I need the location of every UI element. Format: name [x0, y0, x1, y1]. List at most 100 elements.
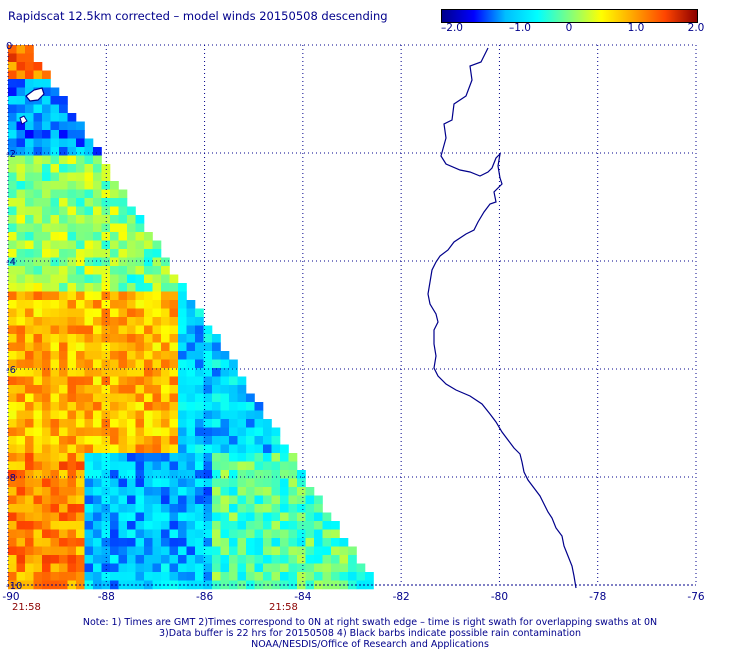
swath-cell — [169, 453, 179, 462]
swath-cell — [67, 155, 77, 165]
swath-cell — [16, 53, 26, 63]
swath-cell — [59, 138, 68, 148]
swath-cell — [135, 283, 145, 292]
swath-cell — [331, 563, 340, 573]
swath-cell — [8, 223, 17, 233]
swath-cell — [254, 436, 264, 445]
swath-cell — [118, 257, 128, 267]
swath-cell — [110, 546, 119, 556]
swath-cell — [59, 223, 68, 233]
swath-cell — [314, 555, 323, 564]
swath-cell — [118, 274, 128, 284]
swath-cell — [314, 529, 323, 539]
swath-cell — [16, 334, 26, 343]
swath-cell — [16, 189, 26, 199]
swath-cell — [25, 453, 34, 462]
swath-cell — [25, 376, 34, 386]
swath-cell — [42, 487, 51, 496]
swath-cell — [50, 351, 60, 360]
swath-cell — [186, 555, 196, 564]
swath-cell — [101, 164, 111, 173]
swath-cell — [67, 521, 77, 530]
swath-cell — [144, 436, 153, 445]
swath-cell — [50, 232, 60, 241]
swath-cell — [305, 572, 315, 581]
swath-cell — [25, 334, 34, 343]
swath-cell — [8, 453, 17, 462]
swath-cell — [110, 359, 119, 369]
swath-cell — [127, 308, 136, 318]
swath-cell — [16, 436, 26, 445]
swath-cell — [186, 334, 196, 343]
swath-cell — [331, 555, 340, 564]
swath-cell — [144, 351, 153, 360]
swath-cell — [67, 240, 77, 250]
swath-cell — [16, 410, 26, 420]
swath-cell — [50, 104, 60, 114]
swath-cell — [93, 249, 102, 258]
swath-cell — [101, 563, 111, 573]
swath-cell — [110, 232, 119, 241]
swath-cell — [271, 495, 281, 505]
swath-cell — [67, 181, 77, 190]
swath-cell — [288, 495, 298, 505]
swath-cell — [178, 300, 187, 309]
swath-cell — [331, 521, 340, 530]
swath-cell — [84, 232, 94, 241]
swath-cell — [59, 189, 68, 199]
swath-cell — [203, 546, 213, 556]
colorbar-label-pos1: 1.0 — [627, 22, 645, 34]
swath-cell — [220, 461, 230, 471]
swath-cell — [118, 198, 128, 207]
swath-cell — [135, 223, 145, 233]
swath-cell — [220, 521, 230, 530]
swath-cell — [212, 478, 221, 488]
swath-cell — [33, 546, 43, 556]
swath-cell — [50, 206, 60, 216]
swath-cell — [254, 410, 264, 420]
swath-cell — [356, 563, 366, 573]
swath-cell — [16, 198, 26, 207]
swath-cell — [50, 308, 60, 318]
swath-cell — [42, 461, 51, 471]
swath-cell — [144, 453, 153, 462]
swath-cell — [161, 461, 170, 471]
swath-cell — [84, 555, 94, 564]
swath-cell — [169, 300, 179, 309]
swath-cell — [212, 351, 221, 360]
swath-cell — [42, 325, 51, 335]
swath-cell — [67, 206, 77, 216]
swath-cell — [84, 563, 94, 573]
swath-cell — [59, 232, 68, 241]
swath-cell — [212, 470, 221, 479]
swath-cell — [50, 181, 60, 190]
swath-cell — [152, 444, 162, 454]
swath-cell — [280, 555, 289, 564]
swath-cell — [84, 300, 94, 309]
swath-cell — [50, 113, 60, 122]
swath-cell — [203, 436, 213, 445]
swath-cell — [144, 317, 153, 326]
swath-cell — [8, 87, 17, 97]
swath-cell — [161, 512, 170, 522]
swath-cell — [263, 538, 272, 547]
swath-cell — [144, 393, 153, 403]
swath-cell — [101, 351, 111, 360]
swath-cell — [93, 257, 102, 267]
swath-cell — [110, 342, 119, 352]
swath-cell — [297, 572, 306, 581]
swath-cell — [67, 555, 77, 564]
swath-cell — [8, 410, 17, 420]
swath-cell — [118, 249, 128, 258]
swath-cell — [76, 138, 85, 148]
swath-cell — [93, 308, 102, 318]
swath-cell — [220, 410, 230, 420]
swath-cell — [118, 368, 128, 377]
swath-cell — [8, 402, 17, 411]
swath-cell — [161, 291, 170, 301]
swath-cell — [203, 376, 213, 386]
swath-cell — [16, 572, 26, 581]
swath-cell — [246, 444, 255, 454]
swath-cell — [229, 444, 238, 454]
swath-cell — [203, 351, 213, 360]
